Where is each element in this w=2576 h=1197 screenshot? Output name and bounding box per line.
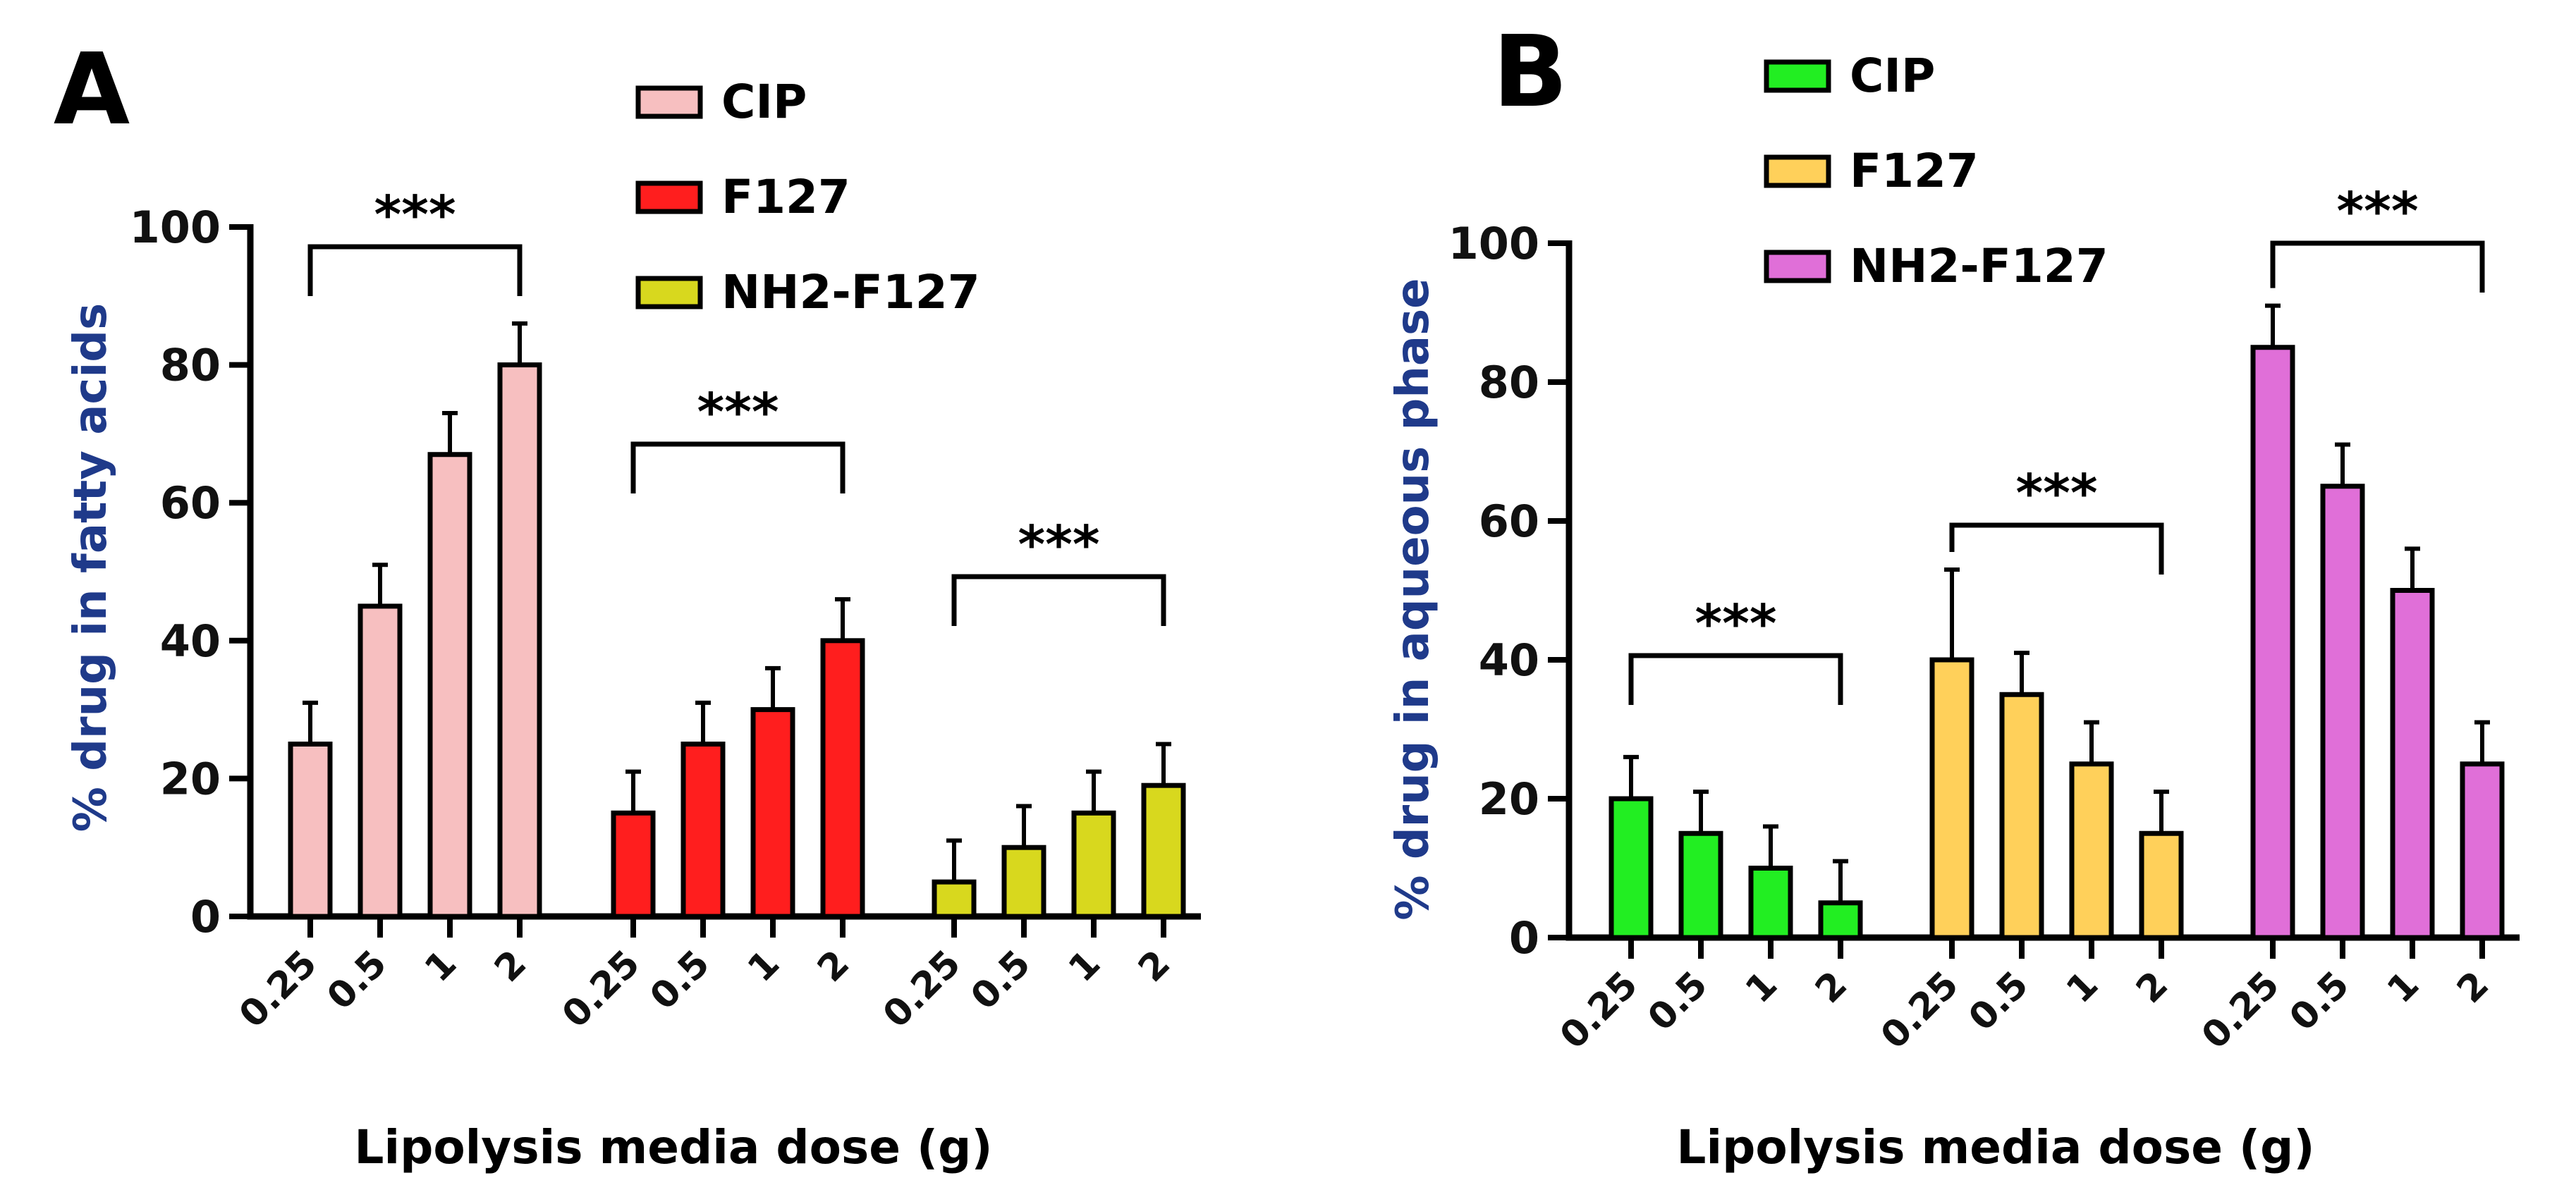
- bar: [2390, 588, 2435, 940]
- significance-bracket: [1628, 653, 1843, 705]
- x-tick-label: 0.25: [1552, 964, 1646, 1057]
- x-tick-label: 0.25: [875, 943, 969, 1036]
- legend-label: CIP: [721, 75, 807, 129]
- significance-bracket: [1949, 522, 2164, 575]
- legend-swatch: [1764, 59, 1831, 93]
- x-tick-label: 0.5: [963, 943, 1039, 1019]
- x-tick-label: 0.5: [1640, 964, 1716, 1040]
- x-tick-label: 1: [740, 943, 788, 990]
- panel-label: A: [54, 32, 130, 147]
- bar: [680, 742, 726, 919]
- bar: [2320, 484, 2365, 940]
- series-nh2-f127: 0.250.5 1 2***NH2-F127: [1764, 181, 2505, 1057]
- panel-label: B: [1493, 15, 1568, 130]
- significance-bracket: [2270, 240, 2485, 293]
- significance-stars: ***: [1018, 515, 1099, 575]
- x-tick-label: 2: [1807, 964, 1855, 1012]
- y-tick-label: 60: [1479, 496, 1539, 547]
- x-tick-label: 1: [1061, 943, 1109, 990]
- x-tick-label: 2: [487, 943, 535, 990]
- x-tick-label: 0.25: [554, 943, 648, 1036]
- legend-swatch: [635, 180, 703, 214]
- y-tick-label: 80: [1479, 357, 1539, 408]
- legend-swatch: [1764, 250, 1831, 283]
- bar: [1678, 830, 1723, 940]
- y-tick-label: 0: [190, 891, 221, 943]
- bar: [427, 452, 472, 919]
- x-tick-label: 1: [1738, 964, 1786, 1012]
- bar: [358, 603, 403, 919]
- x-tick-label: 2: [810, 943, 857, 990]
- bar: [820, 638, 865, 919]
- y-axis-label: % drug in fatty acids: [65, 303, 117, 832]
- y-tick-label: 40: [1479, 634, 1539, 686]
- y-tick-label: 20: [160, 753, 221, 804]
- bar: [932, 879, 977, 919]
- legend-label: NH2-F127: [721, 265, 980, 319]
- legend-label: NH2-F127: [1850, 239, 2108, 293]
- bar: [288, 742, 333, 919]
- x-tick-label: 1: [2379, 964, 2427, 1012]
- bar: [2250, 345, 2295, 940]
- legend-swatch: [1764, 154, 1831, 188]
- significance-stars: ***: [2336, 181, 2418, 242]
- x-tick-label: 0.5: [1961, 964, 2037, 1040]
- y-tick-label: 100: [1448, 218, 1539, 269]
- y-tick-label: 60: [160, 477, 221, 529]
- y-tick-label: 100: [130, 202, 221, 253]
- bar: [1071, 810, 1116, 919]
- series-nh2-f127: 0.250.5 1 2***NH2-F127: [635, 265, 1186, 1036]
- legend-swatch: [635, 276, 703, 309]
- y-axis-label: % drug in aqueous phase: [1387, 278, 1439, 920]
- bar: [1609, 796, 1654, 940]
- bar: [2460, 761, 2505, 940]
- x-tick-label: 0.25: [1873, 964, 1967, 1057]
- bar: [1999, 692, 2044, 940]
- series-cip: 0.250.5 1 2 *** CIP: [1552, 49, 1935, 1057]
- bar: [2069, 761, 2114, 940]
- bar: [497, 362, 542, 919]
- x-axis-label: Lipolysis media dose (g): [354, 1120, 992, 1174]
- significance-stars: ***: [374, 185, 456, 245]
- legend-label: F127: [721, 170, 850, 224]
- chart-panel-b: B 0 20 40 60 80 100% drug in aqueous phase Lipo…: [1387, 15, 2520, 1174]
- significance-bracket: [307, 244, 523, 296]
- bar: [1818, 900, 1863, 940]
- bar: [611, 810, 656, 919]
- y-tick-label: 80: [160, 340, 221, 391]
- y-tick-label: 40: [160, 615, 221, 667]
- x-tick-label: 0.25: [231, 943, 325, 1036]
- significance-bracket: [630, 441, 846, 493]
- significance-stars: ***: [1695, 594, 1776, 654]
- x-axis-label: Lipolysis media dose (g): [1676, 1120, 2314, 1174]
- significance-stars: ***: [2015, 463, 2097, 524]
- bar: [1001, 845, 1046, 919]
- significance-stars: ***: [697, 382, 779, 443]
- legend-label: CIP: [1850, 49, 1935, 103]
- x-tick-label: 0.5: [642, 943, 719, 1019]
- x-tick-label: 2: [1130, 943, 1178, 990]
- legend-swatch: [635, 85, 703, 119]
- bar: [750, 707, 795, 919]
- bar: [2139, 830, 2184, 940]
- chart-panel-a: A 0 20 40 60 80 100 % drug in fatty acids Lipoly…: [54, 32, 1201, 1174]
- y-tick-label: 0: [1509, 912, 1539, 964]
- legend-label: F127: [1850, 144, 1979, 198]
- bar: [1141, 782, 1186, 919]
- x-tick-label: 0.5: [2282, 964, 2358, 1040]
- bar: [1929, 657, 1974, 940]
- x-tick-label: 0.25: [2194, 964, 2288, 1057]
- significance-bracket: [951, 574, 1166, 626]
- x-tick-label: 1: [417, 943, 465, 990]
- x-tick-label: 2: [2128, 964, 2176, 1012]
- bar: [1748, 866, 1793, 940]
- y-tick-label: 20: [1479, 773, 1539, 825]
- x-tick-label: 0.5: [319, 943, 396, 1019]
- x-tick-label: 2: [2449, 964, 2497, 1012]
- x-tick-label: 1: [2058, 964, 2106, 1012]
